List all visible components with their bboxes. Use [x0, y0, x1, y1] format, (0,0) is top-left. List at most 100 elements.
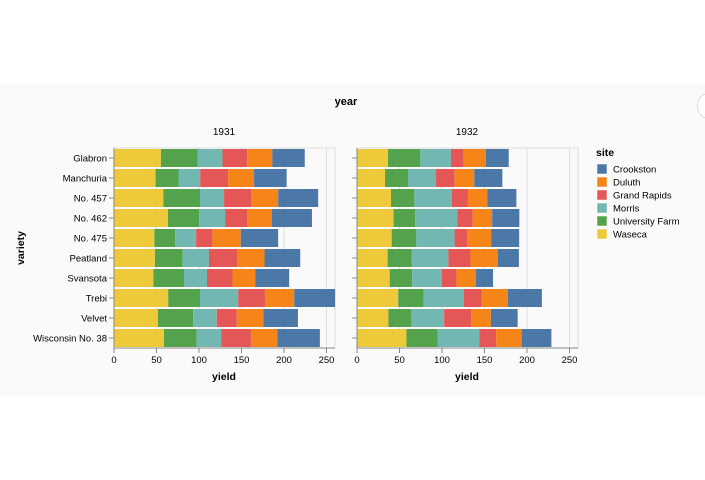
legend-swatch-waseca	[596, 228, 608, 240]
x-tick-label-1931-50: 50	[151, 355, 162, 366]
bar-1932-wisconsin-no-38-waseca	[357, 329, 407, 347]
bar-1931-wisconsin-no-38-crookston	[277, 329, 320, 347]
bar-1931-manchuria-crookston	[254, 169, 287, 187]
bar-1932-velvet-crookston	[490, 309, 518, 327]
y-tick-label-peatland: Peatland	[69, 254, 107, 265]
y-tick-label-velvet: Velvet	[81, 314, 107, 325]
bar-1931-peatland-duluth	[236, 249, 265, 267]
x-tick-label-1931-100: 100	[191, 355, 207, 366]
bar-1932-no-457-waseca	[357, 189, 391, 207]
bar-1931-svansota-duluth	[232, 269, 256, 287]
x-tick-label-1931-150: 150	[234, 355, 250, 366]
bar-1931-peatland-grand-rapids	[208, 249, 237, 267]
facet-panel-1931: Glabron Manchuria No. 457 No. 462 No. 475 Pea…	[33, 147, 336, 366]
legend-swatch-university-farm	[596, 215, 608, 227]
bar-1931-trebi-waseca	[114, 289, 169, 307]
bar-1932-no-457-morris	[414, 189, 452, 207]
bar-1931-no-475-duluth	[212, 229, 241, 247]
x-tick-label-1932-150: 150	[477, 355, 493, 366]
x-tick-label-1932-0: 0	[354, 355, 359, 366]
bar-1932-peatland-waseca	[357, 249, 388, 267]
y-tick-label-manchuria: Manchuria	[63, 174, 108, 185]
y-tick-label-svansota: Svansota	[67, 274, 107, 285]
bar-1931-no-475-university-farm	[154, 229, 176, 247]
bar-1931-no-475-grand-rapids	[196, 229, 213, 247]
x-tick-label-1932-250: 250	[562, 355, 578, 366]
bar-1932-trebi-waseca	[357, 289, 399, 307]
bar-1932-wisconsin-no-38-university-farm	[406, 329, 438, 347]
bar-1931-velvet-crookston	[263, 309, 298, 327]
bar-1931-no-475-crookston	[240, 229, 279, 247]
bar-1931-no-475-waseca	[114, 229, 155, 247]
y-axis-title: variety	[15, 231, 27, 265]
bar-1932-no-462-morris	[415, 209, 458, 227]
bar-1932-glabron-duluth	[463, 149, 486, 167]
bar-1931-no-457-grand-rapids	[224, 189, 252, 207]
bar-1931-no-462-crookston	[272, 209, 312, 227]
bar-1931-no-462-university-farm	[167, 209, 200, 227]
bar-1932-no-462-waseca	[357, 209, 394, 227]
bar-1931-wisconsin-no-38-grand-rapids	[221, 329, 251, 347]
bar-1932-svansota-university-farm	[389, 269, 413, 287]
x-tick-label-1931-250: 250	[319, 355, 335, 366]
bar-1931-no-457-duluth	[251, 189, 279, 207]
bar-1932-manchuria-university-farm	[385, 169, 408, 187]
bar-1932-no-462-crookston	[492, 209, 520, 227]
legend-label-grand-rapids: Grand Rapids	[613, 191, 672, 202]
bar-1932-trebi-grand-rapids	[463, 289, 482, 307]
bar-1932-manchuria-waseca	[357, 169, 386, 187]
y-tick-label-no-475: No. 475	[74, 234, 107, 245]
bar-1931-no-462-morris	[199, 209, 226, 227]
bar-1931-trebi-crookston	[294, 289, 336, 307]
bar-1932-no-462-duluth	[472, 209, 493, 227]
y-tick-label-no-462: No. 462	[74, 214, 107, 225]
bar-1932-velvet-morris	[411, 309, 445, 327]
bar-1931-wisconsin-no-38-duluth	[250, 329, 278, 347]
bar-1932-wisconsin-no-38-grand-rapids	[479, 329, 497, 347]
bar-1931-glabron-grand-rapids	[222, 149, 248, 167]
bar-1932-no-475-university-farm	[391, 229, 417, 247]
x-tick-label-1932-100: 100	[434, 355, 450, 366]
bar-1932-manchuria-crookston	[474, 169, 503, 187]
bar-1932-trebi-crookston	[507, 289, 542, 307]
x-tick-label-1931-200: 200	[276, 355, 292, 366]
bar-1932-trebi-university-farm	[398, 289, 424, 307]
legend-label-duluth: Duluth	[613, 178, 640, 189]
bar-1932-manchuria-morris	[408, 169, 437, 187]
chart-title: year	[335, 96, 358, 108]
bar-1932-peatland-crookston	[497, 249, 519, 267]
y-tick-label-wisconsin-no-38: Wisconsin No. 38	[33, 334, 107, 345]
x-axis-title-1931: yield	[212, 371, 236, 383]
bar-1932-no-457-university-farm	[391, 189, 415, 207]
legend-swatch-grand-rapids	[596, 189, 608, 201]
bar-1932-no-457-grand-rapids	[451, 189, 468, 207]
bar-1932-manchuria-duluth	[454, 169, 475, 187]
bar-1931-svansota-university-farm	[153, 269, 185, 287]
bar-1932-trebi-duluth	[481, 289, 508, 307]
bar-1932-wisconsin-no-38-crookston	[521, 329, 552, 347]
bar-1931-velvet-duluth	[236, 309, 264, 327]
x-axis-title-1932: yield	[455, 371, 479, 383]
facet-title-1931: 1931	[213, 127, 236, 138]
bar-1931-no-457-crookston	[278, 189, 319, 207]
bar-1932-wisconsin-no-38-duluth	[496, 329, 522, 347]
bar-1931-glabron-university-farm	[160, 149, 198, 167]
bar-1931-velvet-waseca	[114, 309, 158, 327]
x-tick-label-1932-50: 50	[394, 355, 405, 366]
bar-1932-glabron-university-farm	[388, 149, 421, 167]
legend-label-waseca: Waseca	[613, 230, 648, 241]
bar-1932-manchuria-grand-rapids	[436, 169, 455, 187]
legend-label-morris: Morris	[613, 204, 640, 215]
bar-1931-wisconsin-no-38-university-farm	[163, 329, 197, 347]
bar-1932-wisconsin-no-38-morris	[437, 329, 480, 347]
bar-1931-glabron-morris	[197, 149, 223, 167]
bar-1931-peatland-university-farm	[154, 249, 183, 267]
bar-1931-svansota-crookston	[255, 269, 290, 287]
bar-1931-no-475-morris	[175, 229, 197, 247]
y-tick-label-no-457: No. 457	[74, 194, 107, 205]
bar-1931-glabron-duluth	[247, 149, 273, 167]
bar-1932-peatland-duluth	[470, 249, 498, 267]
bar-1931-manchuria-university-farm	[155, 169, 179, 187]
bar-1932-velvet-university-farm	[388, 309, 412, 327]
